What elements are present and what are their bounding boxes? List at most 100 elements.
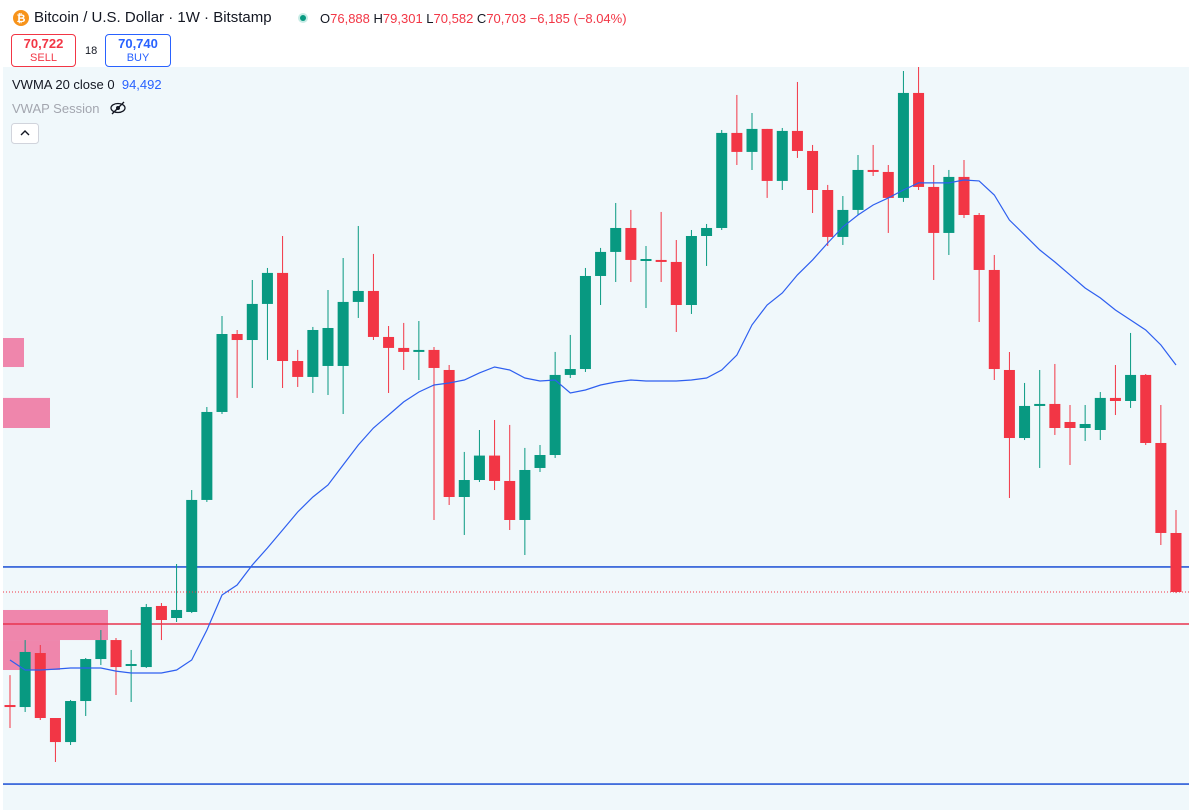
- candle-body: [519, 469, 531, 520]
- candle-body: [80, 659, 92, 702]
- zone: [3, 338, 24, 368]
- legend-letter: L: [426, 11, 434, 26]
- candle-body: [776, 130, 788, 181]
- plot-background: [3, 67, 1189, 810]
- candle-body: [49, 718, 61, 743]
- candle-body: [1079, 423, 1091, 428]
- legend-low: 70,582: [433, 11, 474, 26]
- candle-body: [625, 227, 637, 260]
- candle-body: [837, 209, 849, 237]
- candle-body: [882, 171, 894, 198]
- legend-open: 76,888: [330, 11, 370, 26]
- candle-body: [1034, 403, 1046, 406]
- zone: [3, 609, 108, 641]
- candle-body: [1019, 405, 1031, 439]
- candle-body: [292, 361, 304, 377]
- candle-body: [701, 227, 713, 236]
- candle-body: [277, 272, 289, 362]
- candle-body: [65, 701, 77, 743]
- candle-body: [958, 176, 970, 216]
- candle-body: [973, 215, 985, 270]
- zone: [3, 640, 60, 671]
- candle-body: [428, 349, 440, 368]
- candle-body: [155, 605, 167, 621]
- zone: [3, 397, 50, 428]
- candle-body: [579, 275, 591, 370]
- legend-high: 79,301: [382, 11, 423, 26]
- candle-body: [458, 480, 470, 497]
- collapse-button[interactable]: [11, 123, 39, 144]
- legend-letter: O: [320, 11, 331, 26]
- candle-body: [867, 169, 879, 172]
- candle-body: [186, 499, 198, 612]
- candle-body: [473, 455, 485, 481]
- candle-body: [1109, 397, 1121, 401]
- candle-body: [988, 269, 1000, 370]
- coin-icon: ₿: [13, 10, 29, 26]
- candle-body: [534, 455, 546, 468]
- candle-body: [383, 336, 395, 348]
- candle-body: [716, 132, 728, 228]
- vwap-legend: VWAP Session: [12, 101, 100, 116]
- candle-body: [322, 327, 334, 366]
- vwma-line: [9, 179, 1177, 674]
- candle-body: [246, 303, 258, 341]
- candle-body: [231, 334, 243, 341]
- candle-body: [489, 455, 501, 481]
- candle-body: [655, 259, 667, 262]
- status-dot: [298, 13, 308, 23]
- candle-body: [1049, 403, 1061, 428]
- hidden-icon[interactable]: [109, 101, 127, 115]
- candle-body: [504, 480, 516, 520]
- candle-body: [852, 169, 864, 210]
- candle-body: [685, 235, 697, 305]
- candle-body: [1170, 532, 1182, 593]
- candle-body: [95, 640, 107, 660]
- legend-close: 70,703: [486, 11, 527, 26]
- candle-body: [928, 186, 940, 233]
- candle-body: [640, 258, 652, 261]
- candle-body: [1125, 374, 1137, 401]
- candle-body: [564, 369, 576, 375]
- legend-letter: C: [476, 11, 487, 26]
- candle-body: [261, 272, 273, 304]
- candle-body: [337, 301, 349, 366]
- candle-body: [367, 290, 379, 337]
- candle-body: [216, 334, 228, 412]
- sell-price: 70,722: [23, 36, 64, 51]
- vwma-name: VWMA 20 close 0: [12, 77, 115, 92]
- legend-letter: H: [373, 11, 383, 26]
- candle-body: [746, 128, 758, 152]
- candle-body: [670, 261, 682, 305]
- vwma-legend: VWMA 20 close 0 94,492: [12, 77, 162, 92]
- svg-text:₿: ₿: [17, 13, 26, 25]
- ohlc-legend: O76,888 H79,301 L70,582 C70,703 −6,185 (…: [320, 11, 627, 26]
- candle-body: [110, 640, 122, 668]
- candle-body: [1094, 397, 1106, 431]
- buy-label: BUY: [126, 52, 150, 64]
- buy-price: 70,740: [118, 36, 158, 51]
- candle-body: [897, 92, 909, 198]
- sell-button[interactable]: 70,722 SELL: [11, 34, 76, 67]
- candle-body: [34, 653, 46, 719]
- candle-body: [171, 609, 183, 618]
- legend-change: −6,185 (−8.04%): [529, 11, 627, 26]
- candle-body: [140, 607, 152, 668]
- candle-body: [595, 251, 607, 276]
- candle-body: [761, 128, 773, 181]
- candle-body: [731, 132, 743, 152]
- candle-body: [307, 329, 319, 377]
- candle-body: [1064, 421, 1076, 428]
- candle-body: [1140, 374, 1152, 443]
- candle-body: [201, 411, 213, 500]
- chart-title: Bitcoin / U.S. Dollar · 1W · Bitstamp: [34, 9, 272, 26]
- vwma-value: 94,492: [121, 77, 162, 92]
- candle-body: [125, 663, 137, 666]
- buy-button[interactable]: 70,740 BUY: [105, 34, 171, 67]
- sell-label: SELL: [30, 52, 57, 64]
- candle-body: [352, 290, 364, 302]
- candle-body: [4, 705, 16, 708]
- candle-body: [549, 374, 561, 456]
